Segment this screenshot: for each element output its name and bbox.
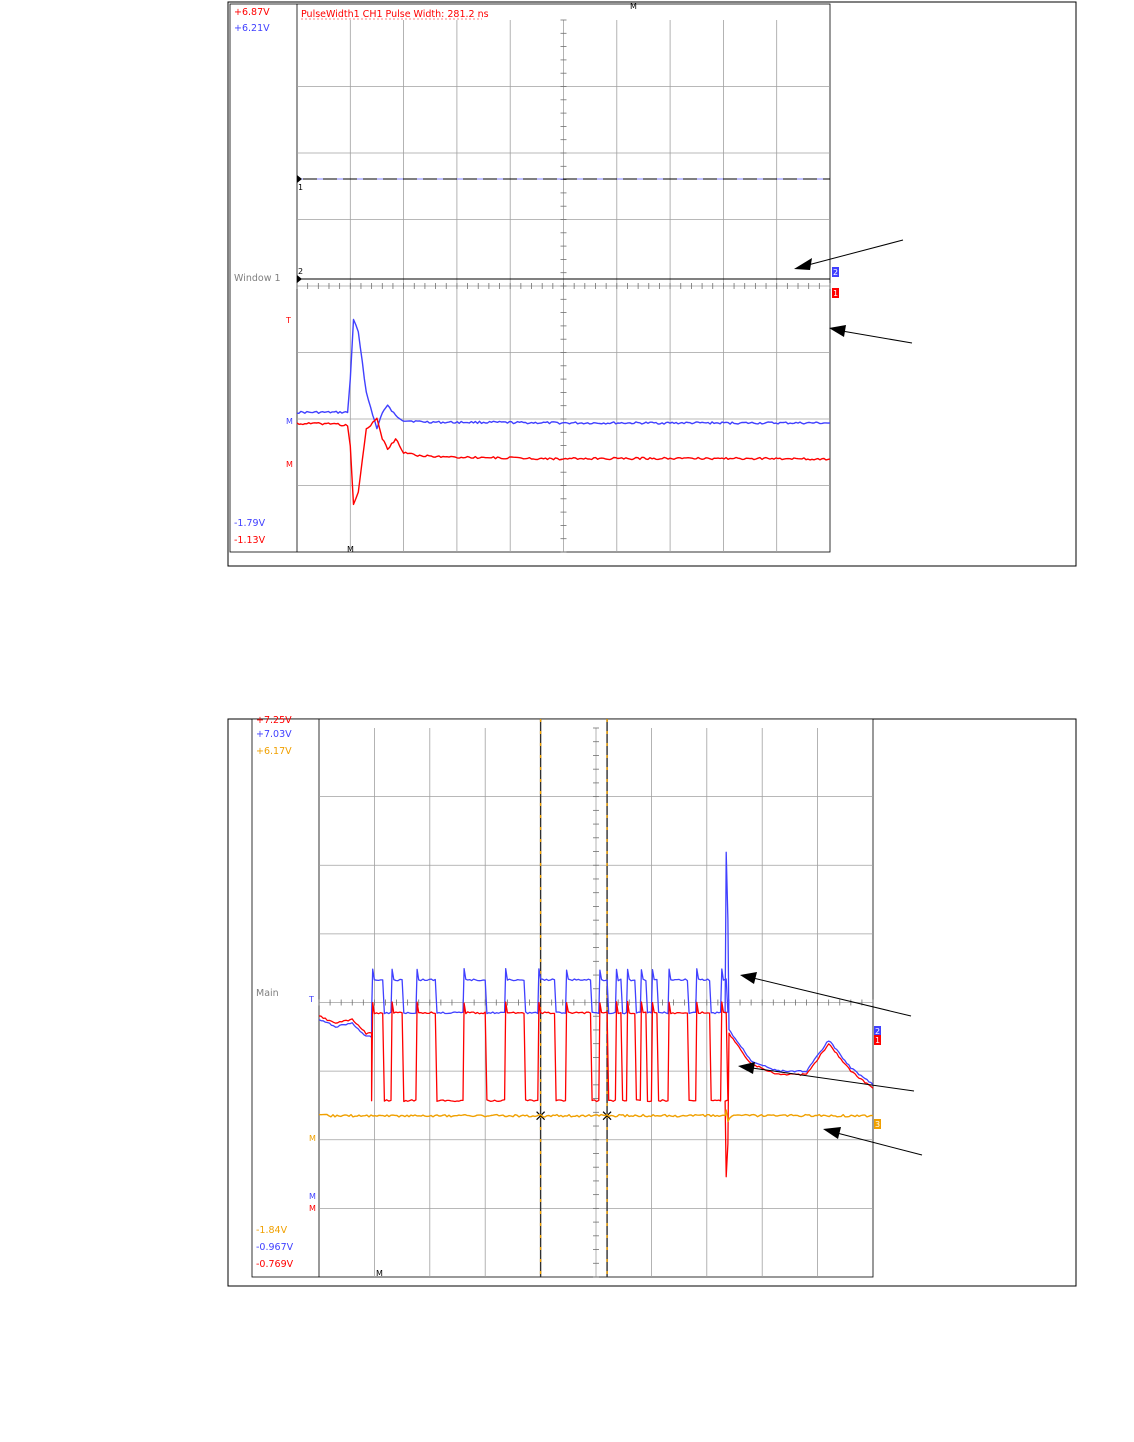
callout-arrow-ch1-2 — [738, 1062, 915, 1092]
callout-arrow-ch2 — [794, 239, 904, 270]
ch1-top-scale-2: +7.25V — [256, 715, 292, 726]
ch1-trace — [318, 1000, 874, 1178]
bottom-m-marker: M — [347, 545, 354, 554]
window-label-1: Window 1 — [234, 273, 281, 284]
ch1-tag — [832, 288, 839, 298]
scope-window-2 — [251, 718, 874, 1278]
ch3-bottom-scale-2: -1.84V — [256, 1225, 288, 1236]
trigger-marker-2: T — [308, 995, 314, 1004]
ch1-bottom-scale-2: -0.769V — [256, 1259, 294, 1270]
scope-capture-1: +6.87V +6.21V Window 1 -1.79V -1.13V Pul… — [227, 1, 1077, 567]
ch2-reference-marker: 2 — [298, 267, 303, 276]
pulse-width-measurement: PulseWidth1 CH1 Pulse Width: 281.2 ns — [301, 9, 489, 20]
scope-window-1 — [229, 3, 831, 553]
ch2-math-marker: M — [286, 417, 293, 426]
ch1-math-marker-2: M — [309, 1204, 316, 1213]
grid-1 — [296, 19, 831, 553]
ch2-level-arrow — [297, 275, 302, 283]
callout-arrow-ch2-2 — [740, 972, 912, 1017]
ch3-trace — [318, 1109, 874, 1123]
ch2-top-scale-2: +7.03V — [256, 729, 292, 740]
ch1-level-arrow — [297, 175, 302, 183]
ch2-bottom-scale: -1.79V — [234, 518, 266, 529]
traces-2 — [318, 851, 874, 1178]
ch2-top-scale: +6.21V — [234, 23, 270, 34]
scope-capture-2: +7.25V +7.03V +6.17V Main -1.84V -0.967V… — [227, 715, 1077, 1287]
ch3-tag-label-2: 3 — [875, 1120, 880, 1129]
ch2-bottom-scale-2: -0.967V — [256, 1242, 294, 1253]
top-m-marker: M — [630, 2, 637, 11]
bottom-m-marker-2: M — [376, 1269, 383, 1278]
ch1-top-scale: +6.87V — [234, 7, 270, 18]
ch2-trace — [296, 318, 831, 430]
ch2-trace — [318, 851, 874, 1086]
ch2-tag-label-2: 2 — [875, 1027, 880, 1036]
ch1-tag-label-2: 1 — [875, 1036, 880, 1045]
ch1-tag-label: 1 — [833, 289, 838, 298]
ch2-tag-2 — [874, 1026, 881, 1036]
ch3-top-scale-2: +6.17V — [256, 746, 292, 757]
ch2-tag — [832, 267, 839, 277]
ch3-tag-2 — [874, 1119, 881, 1129]
ch2-tag-label: 2 — [833, 268, 838, 277]
ch1-reference-marker: 1 — [298, 183, 303, 192]
trigger-marker: T — [285, 316, 291, 325]
callout-arrow-ch3-2 — [823, 1127, 923, 1156]
ch1-tag-2 — [874, 1035, 881, 1045]
cursor-cross — [536, 1111, 546, 1121]
ch1-trace — [296, 417, 831, 506]
ch1-math-marker: M — [286, 460, 293, 469]
window-label-2: Main — [256, 988, 279, 999]
ch3-math-marker-2: M — [309, 1134, 316, 1143]
callout-arrow-ch1 — [829, 325, 913, 344]
traces-1 — [296, 318, 831, 506]
cursor-cross — [602, 1111, 612, 1121]
ch1-bottom-scale: -1.13V — [234, 535, 266, 546]
ch2-math-marker-2: M — [309, 1192, 316, 1201]
